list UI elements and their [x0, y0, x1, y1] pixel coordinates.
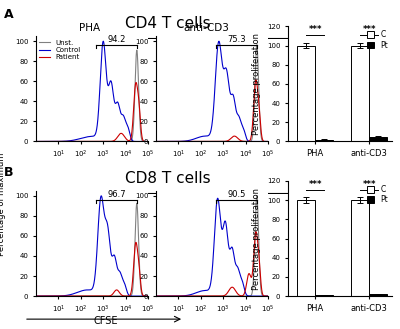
Legend: Unst., Control, Patient: Unst., Control, Patient — [40, 40, 81, 61]
Bar — [351, 45, 369, 141]
Text: A: A — [4, 8, 14, 21]
Legend: C, Pt: C, Pt — [367, 185, 388, 204]
Text: ***: *** — [363, 25, 376, 34]
Y-axis label: Percentage proliferation: Percentage proliferation — [252, 188, 261, 290]
Text: 75.3: 75.3 — [227, 35, 246, 44]
Bar — [315, 139, 333, 141]
Bar — [315, 295, 333, 296]
Bar — [297, 45, 315, 141]
Text: PHA: PHA — [80, 23, 100, 33]
Legend: C, Pt: C, Pt — [367, 30, 388, 50]
Text: Percentage of maximum: Percentage of maximum — [0, 152, 6, 256]
Text: ***: *** — [363, 180, 376, 189]
Text: B: B — [4, 166, 14, 179]
Text: 90.5: 90.5 — [228, 190, 246, 199]
Y-axis label: Percentage proliferation: Percentage proliferation — [252, 33, 261, 135]
Text: 96.7: 96.7 — [107, 190, 126, 199]
Text: 94.2: 94.2 — [108, 35, 126, 44]
Text: CFSE: CFSE — [94, 316, 118, 326]
Bar — [351, 200, 369, 296]
Bar — [369, 137, 388, 141]
Text: CD8 T cells: CD8 T cells — [125, 171, 211, 186]
Bar — [369, 294, 388, 296]
Text: ***: *** — [308, 180, 322, 189]
Bar — [297, 200, 315, 296]
Text: ***: *** — [308, 25, 322, 34]
Text: CD4 T cells: CD4 T cells — [125, 16, 211, 31]
Text: anti-CD3: anti-CD3 — [183, 23, 229, 33]
